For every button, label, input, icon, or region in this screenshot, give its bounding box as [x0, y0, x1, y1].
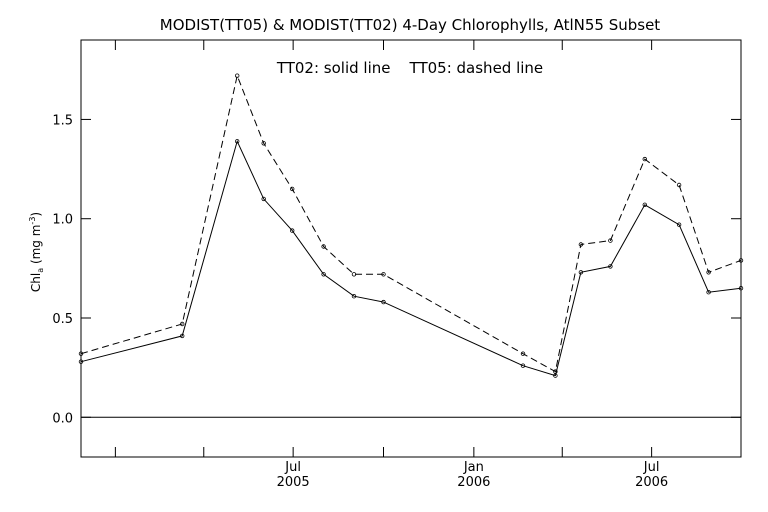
- y-tick-label: 0.5: [52, 312, 73, 327]
- y-axis-label-units-superscript: -3: [28, 217, 37, 225]
- data-point-solid: [321, 272, 326, 277]
- data-point-solid: [381, 299, 386, 305]
- series-line-dashed: [80, 73, 742, 373]
- y-tick-label: 0.0: [52, 411, 73, 426]
- data-point-dashed: [706, 270, 711, 275]
- data-point-solid: [351, 294, 357, 299]
- data-point-dashed: [381, 272, 386, 277]
- y-axis-label-units: (mg m: [29, 225, 43, 268]
- chart-title: MODIST(TT05) & MODIST(TT02) 4-Day Chloro…: [160, 16, 661, 34]
- data-point-solid: [520, 363, 526, 368]
- y-tick-label: 1.0: [52, 213, 73, 228]
- plot-frame: [80, 39, 742, 458]
- x-tick-label: Jan: [463, 460, 484, 475]
- y-axis-label: Chla (mg m-3): [28, 212, 45, 292]
- x-tick-label: Jul: [284, 460, 301, 475]
- data-point-dashed: [578, 242, 584, 247]
- data-point-solid: [290, 228, 295, 233]
- y-axis-label-subscript: a: [36, 268, 45, 273]
- data-point-dashed: [321, 244, 326, 249]
- data-point-dashed: [520, 351, 526, 356]
- data-point-solid: [553, 373, 558, 378]
- x-tick-year-label: 2006: [457, 475, 490, 490]
- data-point-solid: [676, 222, 682, 227]
- data-point-solid: [642, 202, 647, 207]
- y-axis-label-main: Chl: [29, 273, 43, 292]
- data-point-dashed: [179, 321, 185, 327]
- data-point-dashed: [553, 369, 558, 374]
- series-group: [78, 73, 744, 378]
- x-tick-year-label: 2006: [635, 475, 668, 490]
- data-point-dashed: [608, 238, 613, 243]
- data-point-dashed: [78, 351, 84, 356]
- data-point-dashed: [261, 141, 266, 146]
- data-point-solid: [578, 270, 584, 275]
- series-line-solid: [80, 139, 742, 377]
- data-point-solid: [706, 290, 711, 295]
- data-point-solid: [234, 139, 240, 144]
- data-point-dashed: [351, 272, 357, 277]
- data-point-dashed: [676, 182, 682, 188]
- data-point-dashed: [290, 186, 295, 192]
- data-point-solid: [608, 264, 613, 269]
- data-point-dashed: [738, 258, 744, 263]
- y-tick-label: 1.5: [52, 113, 73, 128]
- data-point-dashed: [642, 156, 647, 162]
- data-point-solid: [179, 333, 185, 339]
- data-point-dashed: [234, 73, 240, 78]
- x-tick-label: Jul: [643, 460, 660, 475]
- data-point-solid: [78, 359, 84, 364]
- data-point-solid: [261, 196, 266, 202]
- data-point-solid: [738, 286, 744, 291]
- chart-annotation: TT02: solid line TT05: dashed line: [276, 59, 543, 77]
- x-tick-year-label: 2005: [277, 475, 310, 490]
- y-axis-label-units-close: ): [29, 212, 43, 217]
